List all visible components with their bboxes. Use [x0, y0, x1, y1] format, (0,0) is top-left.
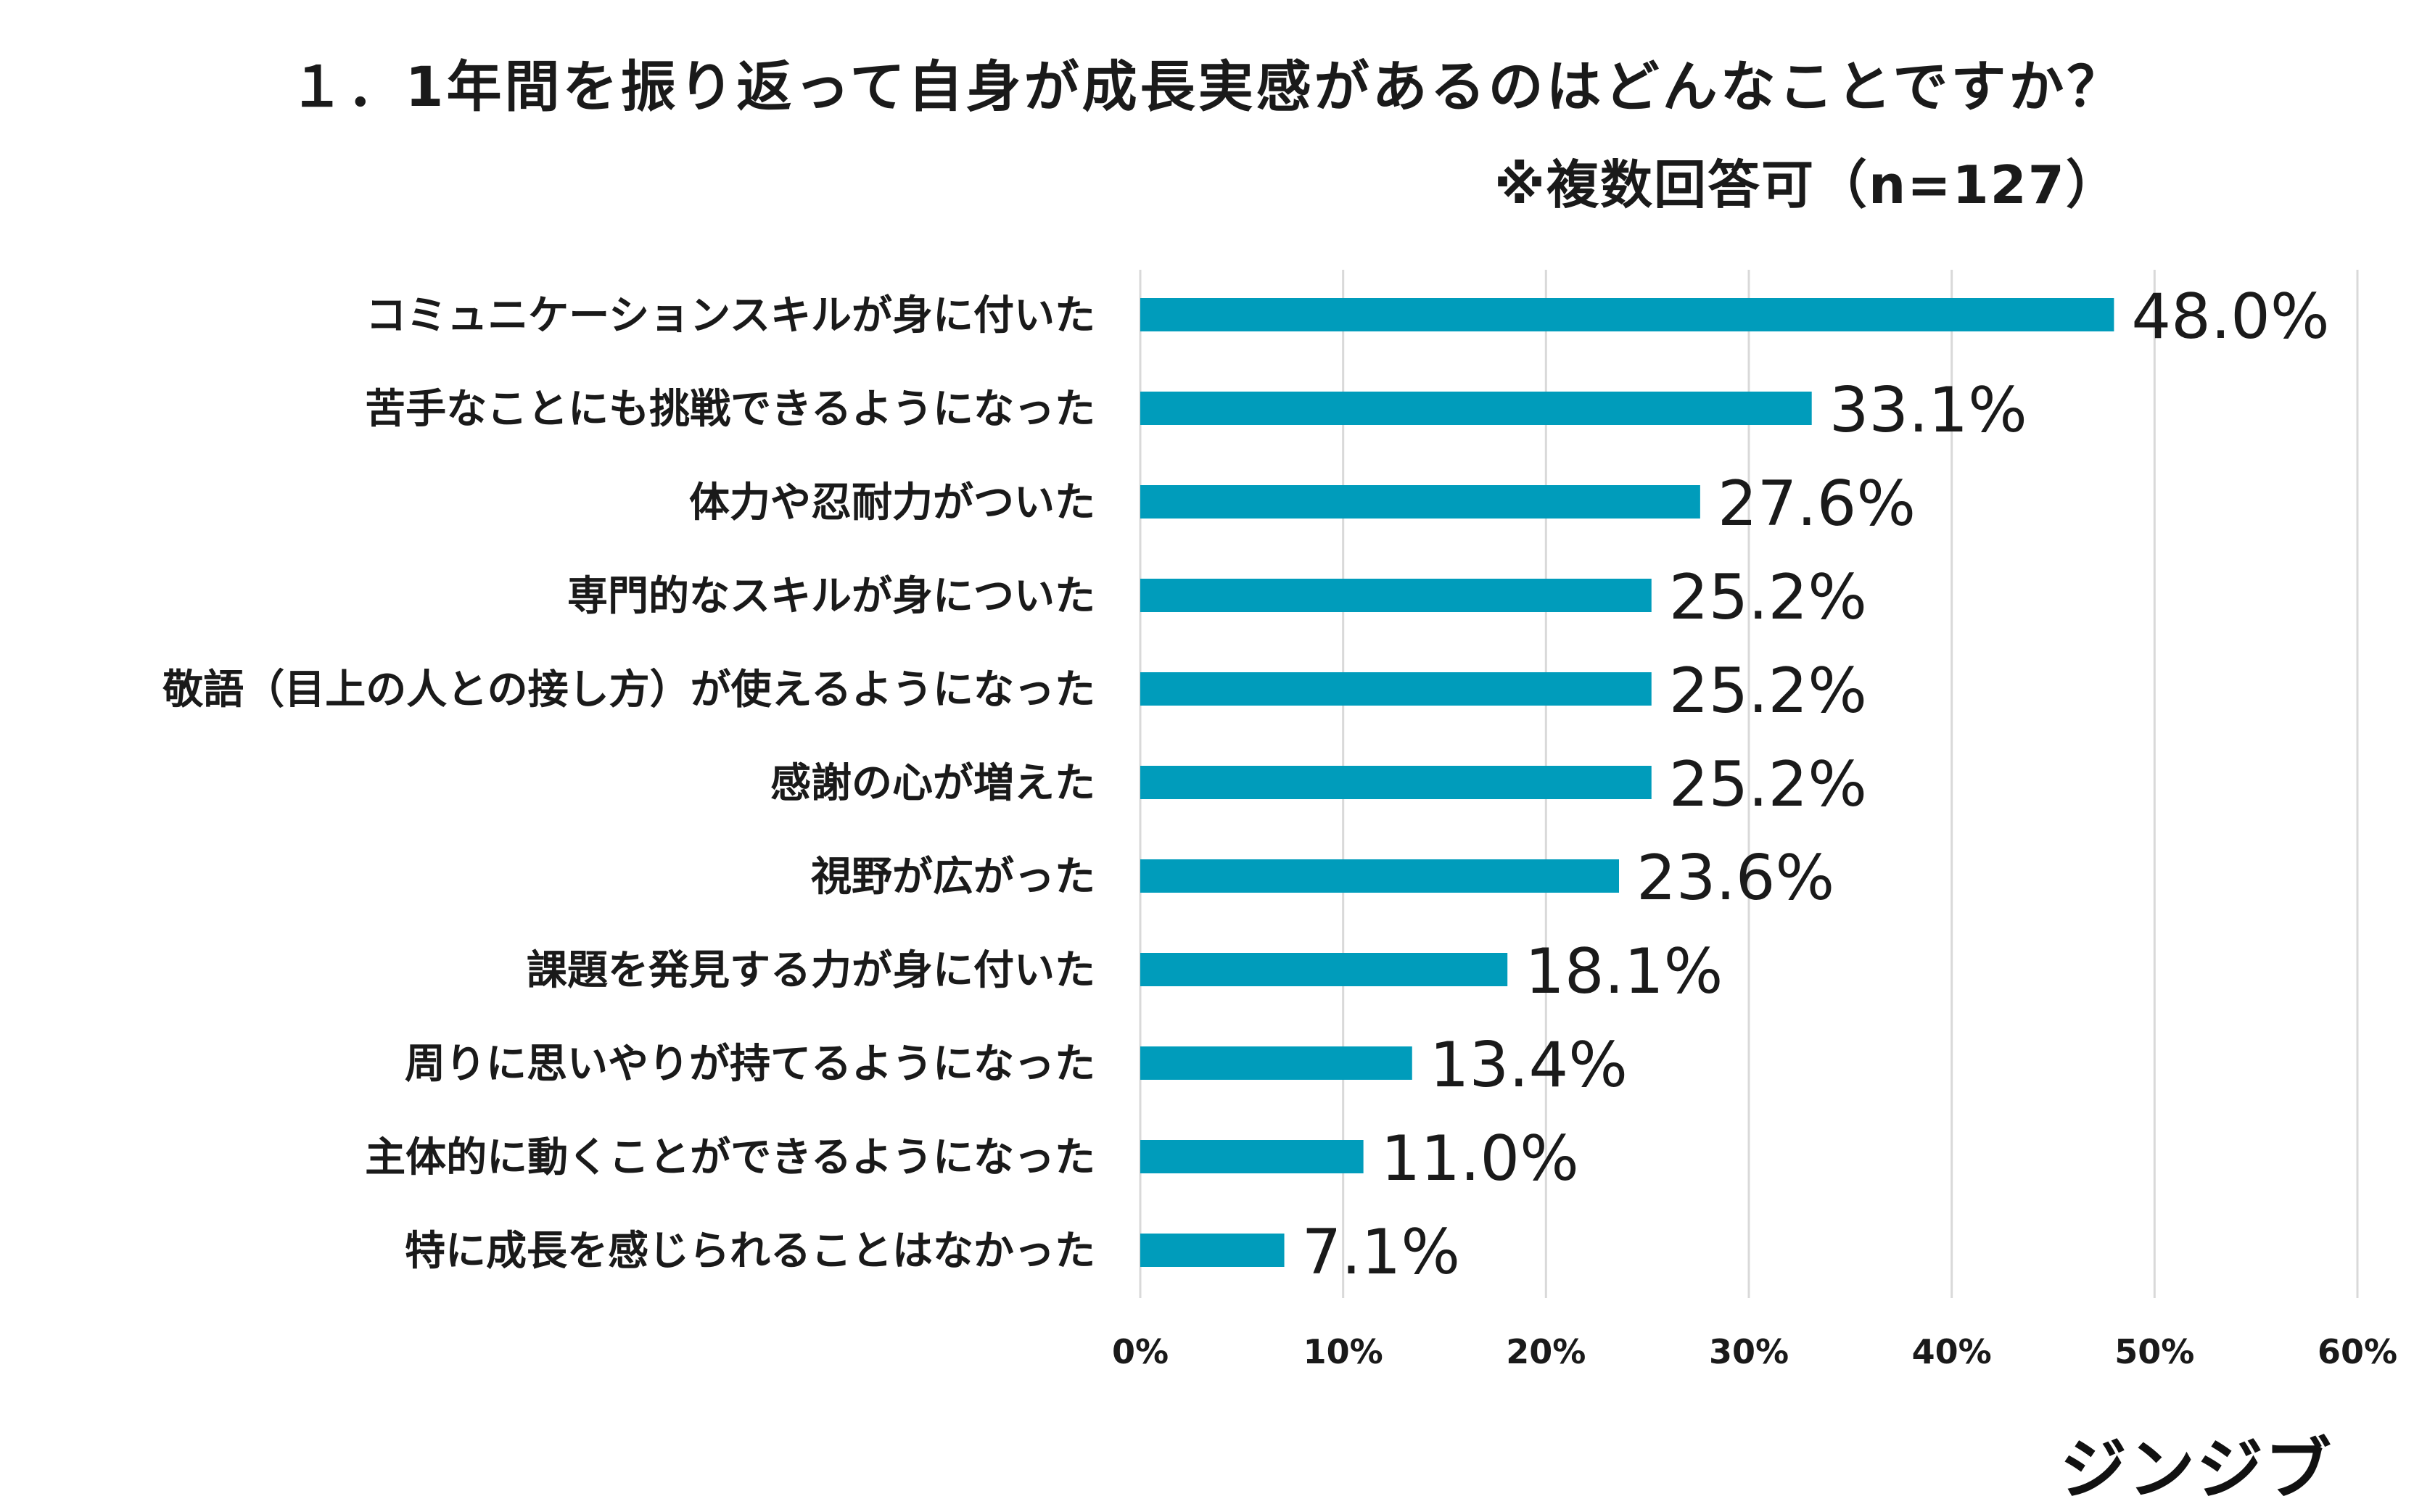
value-label: 13.4% [1430, 1029, 1628, 1102]
bar-2 [1140, 392, 1812, 425]
value-label: 48.0% [2131, 281, 2329, 353]
value-label: 18.1% [1525, 935, 1723, 1008]
category-label: 感謝の心が増えた [770, 760, 1095, 807]
category-label: コミュニケーションスキルが身に付いた [366, 292, 1095, 339]
bar-3 [1140, 485, 1700, 519]
x-tick-label: 60% [2318, 1332, 2397, 1371]
category-label: 視野が広がった [811, 854, 1095, 901]
value-label: 25.2% [1669, 561, 1867, 634]
chart-title: １．1年間を振り返って自身が成長実感があるのはどんなことですか？ [289, 54, 2125, 119]
bar-11 [1140, 1234, 1285, 1267]
category-label: 周りに思いやりが持てるようになった [405, 1041, 1095, 1088]
x-tick-label: 0% [1112, 1332, 1169, 1371]
value-label: 25.2% [1669, 748, 1867, 821]
value-label: 27.6% [1718, 468, 1916, 540]
x-tick-label: 40% [1912, 1332, 1992, 1371]
category-label: 体力や忍耐力がついた [689, 479, 1095, 526]
value-label: 25.2% [1669, 655, 1867, 727]
value-label: 11.0% [1381, 1123, 1579, 1195]
x-tick-label: 20% [1506, 1332, 1586, 1371]
chart-subtitle: ※複数回答可（n=127） [1494, 154, 2120, 215]
x-tick-label: 10% [1303, 1332, 1383, 1371]
x-tick-label: 30% [1709, 1332, 1789, 1371]
category-label: 特に成長を感じられることはなかった [405, 1228, 1095, 1275]
category-label: 苦手なことにも挑戦できるようになった [365, 386, 1095, 433]
bar-10 [1140, 1140, 1364, 1173]
category-label: 専門的なスキルが身についた [567, 573, 1095, 620]
bar-5 [1140, 672, 1652, 706]
value-label: 33.1% [1829, 374, 2027, 447]
bar-8 [1140, 953, 1508, 986]
bar-1 [1140, 298, 2114, 331]
bar-6 [1140, 766, 1652, 799]
bar-4 [1140, 579, 1652, 612]
x-tick-label: 50% [2114, 1332, 2194, 1371]
category-label: 敬語（目上の人との接し方）が使えるようになった [162, 666, 1095, 714]
bar-7 [1140, 859, 1620, 893]
value-label: 7.1% [1302, 1216, 1461, 1289]
bar-9 [1140, 1046, 1412, 1080]
category-label: 主体的に動くことができるようになった [365, 1134, 1095, 1181]
jinjib-logo: ジンジブ [2060, 1431, 2333, 1508]
value-label: 23.6% [1636, 842, 1834, 914]
category-label: 課題を発見する力が身に付いた [527, 947, 1095, 994]
